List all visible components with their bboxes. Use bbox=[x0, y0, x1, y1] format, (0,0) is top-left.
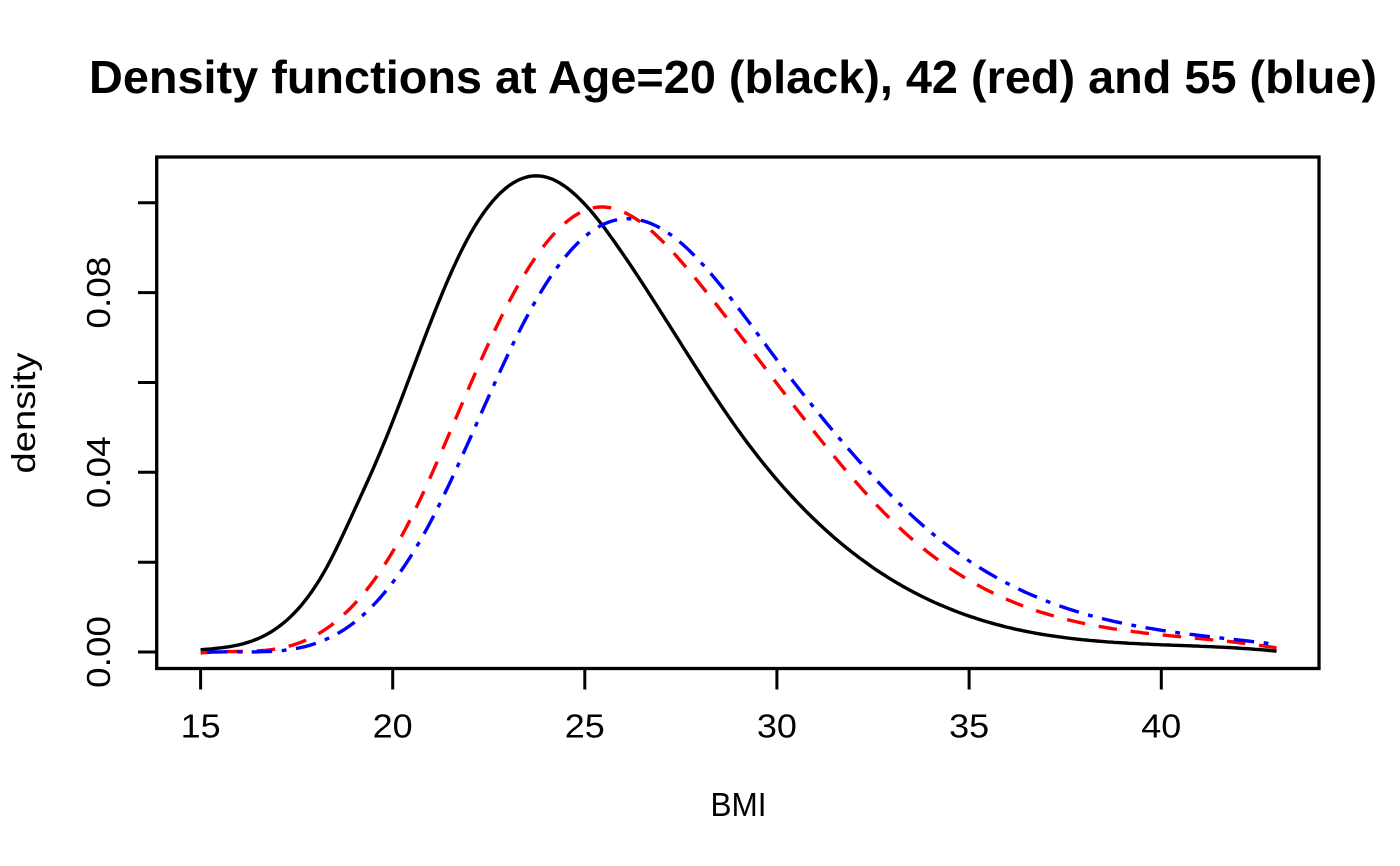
svg-text:0.04: 0.04 bbox=[80, 436, 117, 508]
svg-text:Density functions at Age=20 (b: Density functions at Age=20 (black), 42 … bbox=[89, 51, 1377, 103]
svg-text:35: 35 bbox=[949, 708, 989, 745]
svg-text:0.08: 0.08 bbox=[80, 257, 117, 329]
svg-text:30: 30 bbox=[757, 708, 797, 745]
svg-text:20: 20 bbox=[373, 708, 413, 745]
svg-text:0.00: 0.00 bbox=[80, 616, 117, 688]
svg-text:15: 15 bbox=[181, 708, 221, 745]
svg-text:40: 40 bbox=[1141, 708, 1181, 745]
svg-text:density: density bbox=[5, 352, 42, 474]
svg-text:BMI: BMI bbox=[711, 786, 767, 823]
svg-text:25: 25 bbox=[565, 708, 605, 745]
